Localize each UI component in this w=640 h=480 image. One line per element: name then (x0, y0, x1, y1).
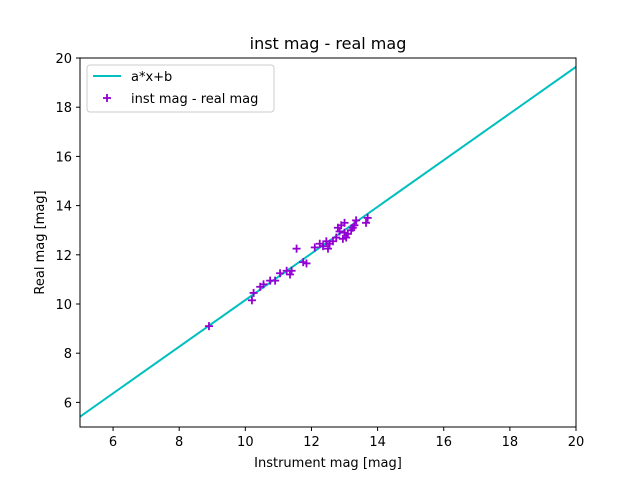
x-tick-label: 14 (369, 435, 386, 450)
legend-label-fit-line: a*x+b (131, 70, 172, 85)
scatter-point (319, 242, 328, 251)
scatter-point (292, 244, 301, 253)
scatter-point (271, 276, 280, 285)
chart-title: inst mag - real mag (250, 34, 407, 53)
scatter-point (285, 270, 294, 279)
scatter-point (332, 233, 341, 242)
scatter-point (287, 266, 296, 275)
scatter-point (350, 221, 359, 230)
x-tick-label: 6 (109, 435, 117, 450)
y-tick-label: 12 (55, 249, 72, 264)
scatter-point (352, 216, 361, 225)
scatter-point (310, 243, 319, 252)
y-axis-label: Real mag [mag] (33, 190, 48, 294)
scatter-point (362, 218, 371, 227)
y-tick-label: 6 (64, 396, 72, 411)
scatter-point (249, 288, 258, 297)
scatter-point (259, 280, 268, 289)
y-tick-label: 8 (64, 347, 72, 362)
y-tick-label: 20 (55, 52, 72, 67)
x-axis-label: Instrument mag [mag] (254, 456, 402, 471)
x-tick-label: 10 (237, 435, 254, 450)
scatter-point (247, 296, 256, 305)
y-tick-label: 16 (55, 150, 72, 165)
legend-box (86, 64, 275, 113)
y-tick-label: 10 (55, 298, 72, 313)
x-tick-label: 12 (303, 435, 320, 450)
x-tick-label: 18 (502, 435, 519, 450)
scatter-point (204, 322, 213, 331)
legend: a*x+b inst mag - real mag (86, 64, 275, 113)
scatter-point (335, 227, 344, 236)
legend-marker-swatch (103, 94, 111, 102)
legend-label-scatter: inst mag - real mag (131, 92, 258, 107)
x-tick-label: 8 (175, 435, 183, 450)
scatter-point (340, 218, 349, 227)
y-tick-label: 18 (55, 101, 72, 116)
x-tick-label: 20 (568, 435, 585, 450)
scatter-point (342, 233, 351, 242)
scatter-point (276, 269, 285, 278)
x-tick-label: 16 (435, 435, 452, 450)
y-tick-label: 14 (55, 200, 72, 215)
axes-frame (79, 57, 577, 428)
scatter-point (302, 259, 311, 268)
plot-area (80, 66, 576, 418)
axis-ticks: 6 8 10 12 14 16 18 20 6 8 10 12 14 16 18 20 (55, 52, 584, 450)
scatter-point (324, 244, 332, 253)
scatter-point (363, 213, 372, 222)
